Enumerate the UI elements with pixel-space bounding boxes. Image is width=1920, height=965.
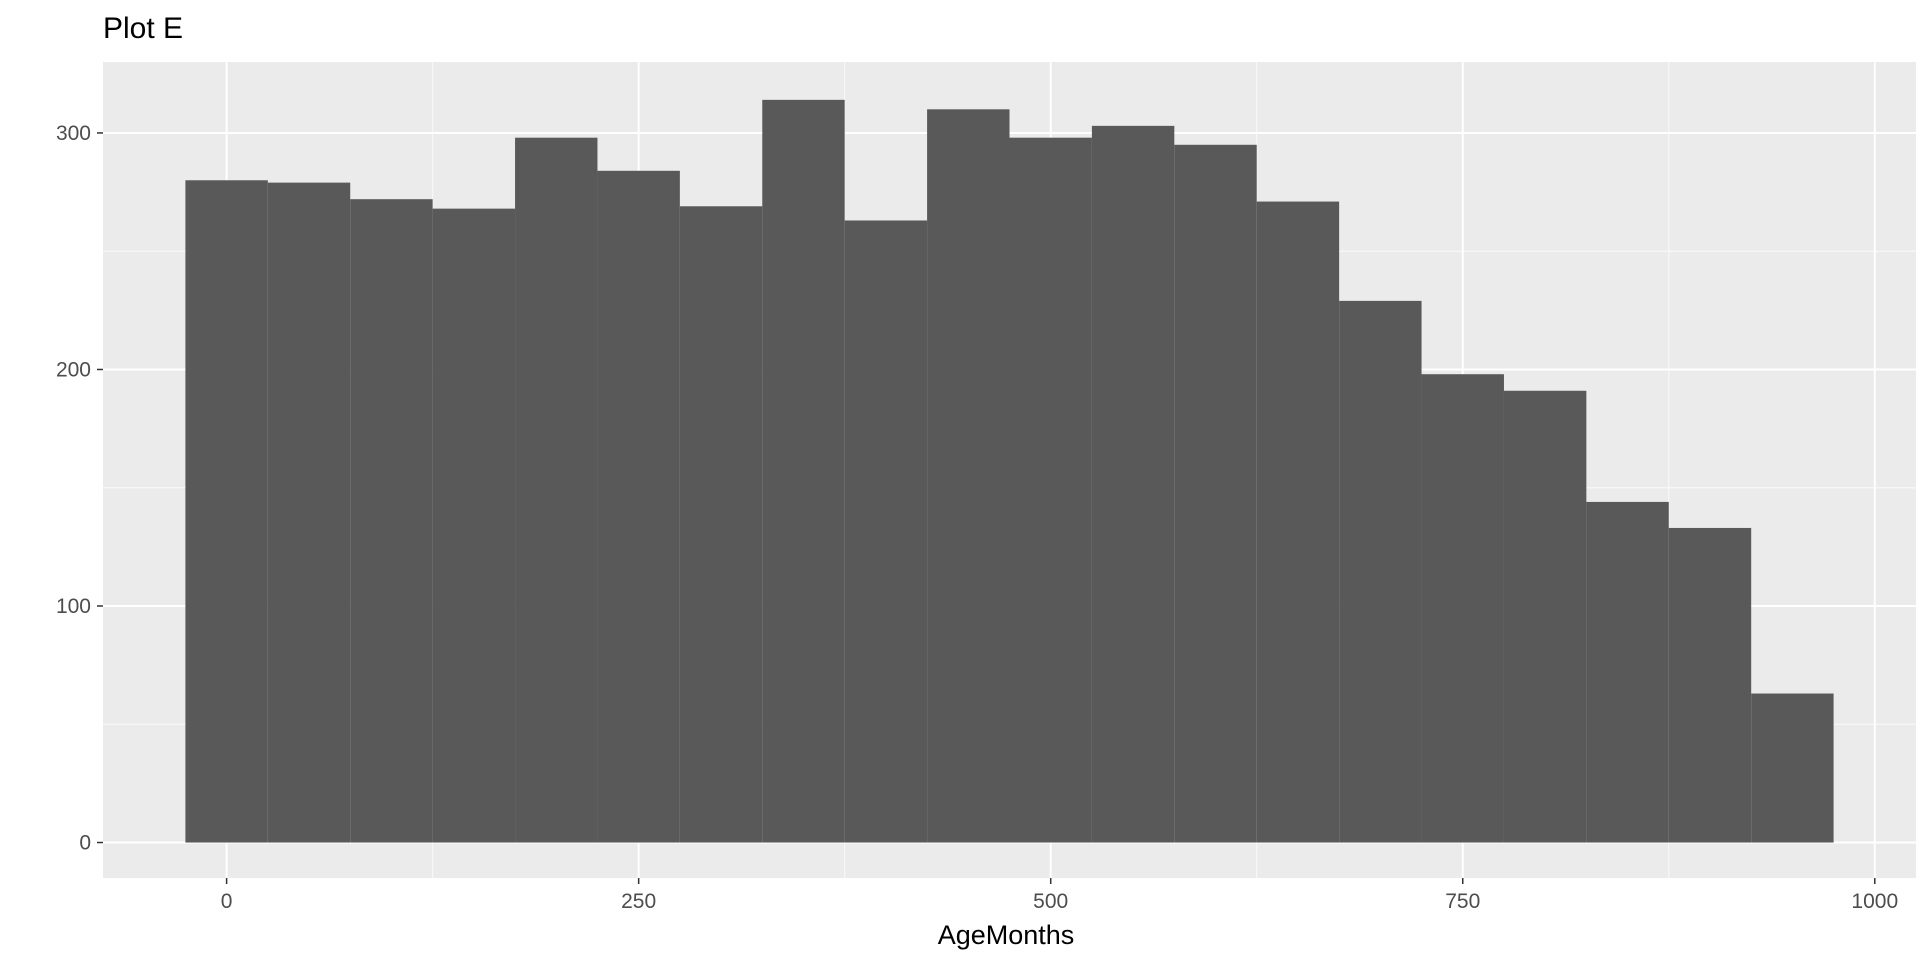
- x-tick-label: 500: [1033, 890, 1068, 913]
- histogram-bar: [1256, 201, 1340, 843]
- histogram-bar: [350, 199, 433, 843]
- x-axis: 0 250 500 750 1000: [221, 878, 1898, 913]
- histogram-bar: [679, 206, 763, 843]
- histogram-bar: [1503, 390, 1587, 843]
- histogram-bar: [1586, 501, 1669, 843]
- y-tick-label: 0: [79, 832, 91, 855]
- y-axis: 0 100 200 300: [56, 122, 103, 855]
- histogram-bar: [762, 99, 845, 843]
- x-tick-label: 0: [221, 890, 233, 913]
- histogram-bar: [1339, 300, 1422, 843]
- x-tick-label: 250: [621, 890, 656, 913]
- histogram-bar: [1421, 374, 1504, 843]
- histogram-bar: [927, 109, 1010, 843]
- histogram-bar: [1091, 125, 1175, 843]
- histogram-bar: [844, 220, 928, 843]
- y-tick-label: 300: [56, 122, 91, 145]
- histogram-bar: [515, 137, 598, 843]
- histogram-bar: [1751, 693, 1834, 843]
- x-axis-title: AgeMonths: [938, 920, 1075, 950]
- histogram-bar: [597, 170, 680, 843]
- y-tick-label: 100: [56, 595, 91, 618]
- histogram-bars: [185, 99, 1834, 843]
- histogram-bar: [432, 208, 516, 843]
- histogram-bar: [1668, 527, 1752, 843]
- x-tick-label: 750: [1445, 890, 1480, 913]
- histogram-bar: [267, 182, 351, 843]
- chart-title: Plot E: [103, 12, 183, 45]
- x-tick-label: 1000: [1851, 890, 1898, 913]
- histogram-bar: [1174, 144, 1257, 843]
- y-tick-label: 200: [56, 358, 91, 381]
- histogram-bar: [185, 180, 268, 843]
- histogram-bar: [1009, 137, 1092, 843]
